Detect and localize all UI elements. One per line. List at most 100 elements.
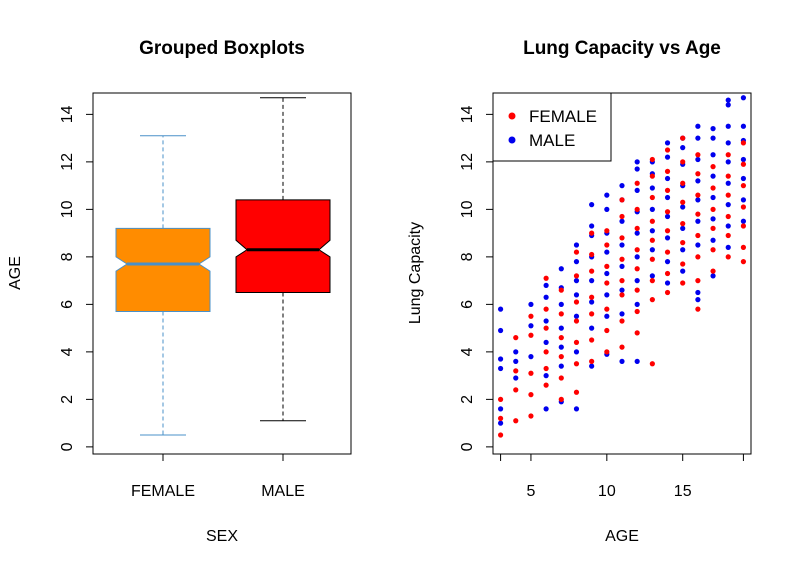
point-female xyxy=(710,185,716,191)
point-male xyxy=(649,273,655,279)
point-male xyxy=(589,202,595,208)
point-male xyxy=(513,358,519,364)
point-female xyxy=(664,270,671,277)
point-female xyxy=(695,254,701,260)
legend-label-female: FEMALE xyxy=(529,107,597,126)
point-male xyxy=(589,299,595,305)
point-male xyxy=(528,301,534,307)
point-male xyxy=(725,159,731,165)
y-tick-label: 0 xyxy=(59,442,76,451)
point-male xyxy=(710,173,716,179)
point-female xyxy=(604,306,610,312)
point-female xyxy=(513,418,519,424)
point-female xyxy=(740,259,747,265)
point-female xyxy=(664,168,671,174)
point-male xyxy=(664,194,671,201)
point-female xyxy=(543,349,549,355)
x-tick-label: MALE xyxy=(261,483,305,500)
point-female xyxy=(497,396,504,402)
y-tick-label: 14 xyxy=(459,105,476,123)
point-male xyxy=(725,102,731,108)
point-male xyxy=(695,123,701,129)
point-female xyxy=(589,268,595,274)
point-female xyxy=(543,365,549,372)
point-female xyxy=(695,211,701,217)
point-male xyxy=(725,140,731,146)
point-male xyxy=(634,187,640,193)
y-tick-label: 6 xyxy=(459,300,476,309)
y-tick-label: 10 xyxy=(59,200,76,218)
point-male xyxy=(725,97,731,103)
point-male xyxy=(497,356,504,362)
point-female xyxy=(573,249,580,255)
point-male xyxy=(497,420,504,426)
legend-marker-male xyxy=(508,136,516,144)
point-female xyxy=(604,280,610,286)
point-male xyxy=(528,323,534,329)
point-female xyxy=(619,256,625,262)
point-male xyxy=(543,294,549,300)
point-male xyxy=(680,145,686,151)
point-female xyxy=(725,254,731,260)
y-tick-label: 4 xyxy=(459,347,476,356)
point-male xyxy=(664,259,671,265)
point-male xyxy=(710,237,716,243)
point-female xyxy=(680,261,686,267)
point-male xyxy=(589,325,595,331)
x-tick-label: 5 xyxy=(526,483,535,500)
point-male xyxy=(664,280,671,286)
point-male xyxy=(604,249,610,255)
point-male xyxy=(634,159,640,165)
point-male xyxy=(740,156,747,163)
point-male xyxy=(604,206,610,212)
point-female xyxy=(558,396,564,402)
point-male xyxy=(695,156,701,163)
scatter-legend: FEMALE MALE xyxy=(492,92,612,162)
point-female xyxy=(740,204,747,210)
point-female xyxy=(543,325,549,331)
point-female xyxy=(649,194,655,201)
y-tick-label: 8 xyxy=(59,252,76,261)
point-male xyxy=(619,287,625,293)
boxplot-x-axis: FEMALE MALE xyxy=(131,453,305,500)
boxplot-y-axis: 0 2 4 6 8 10 12 14 xyxy=(59,105,94,451)
point-female xyxy=(619,197,625,203)
point-male xyxy=(740,123,747,129)
point-male xyxy=(558,325,564,331)
point-male xyxy=(695,297,701,303)
point-female xyxy=(649,173,655,179)
y-tick-label: 6 xyxy=(59,300,76,309)
point-male xyxy=(710,126,716,132)
point-female xyxy=(695,192,701,198)
point-female xyxy=(528,332,534,338)
boxplot-boxes xyxy=(115,97,331,436)
point-female xyxy=(680,159,686,165)
point-female xyxy=(589,294,595,300)
point-male xyxy=(604,292,610,298)
point-female xyxy=(680,135,686,141)
point-female xyxy=(604,263,610,269)
point-male xyxy=(497,306,504,312)
point-female xyxy=(649,156,655,163)
point-male xyxy=(740,218,747,224)
point-male xyxy=(604,192,610,198)
point-male xyxy=(558,266,564,272)
point-female xyxy=(695,152,701,158)
point-female xyxy=(543,382,549,388)
point-male xyxy=(573,292,580,298)
point-female xyxy=(664,228,671,234)
point-male xyxy=(649,206,655,212)
point-male xyxy=(649,185,655,191)
point-female xyxy=(634,225,640,231)
point-male xyxy=(619,242,625,248)
point-male xyxy=(725,244,731,250)
box-male xyxy=(235,199,331,293)
point-female xyxy=(664,289,671,296)
point-female xyxy=(604,349,610,355)
point-male xyxy=(664,140,671,146)
point-male xyxy=(513,349,519,355)
point-male xyxy=(725,202,731,208)
point-male xyxy=(710,216,716,222)
point-male xyxy=(497,406,504,412)
point-female xyxy=(725,192,731,198)
